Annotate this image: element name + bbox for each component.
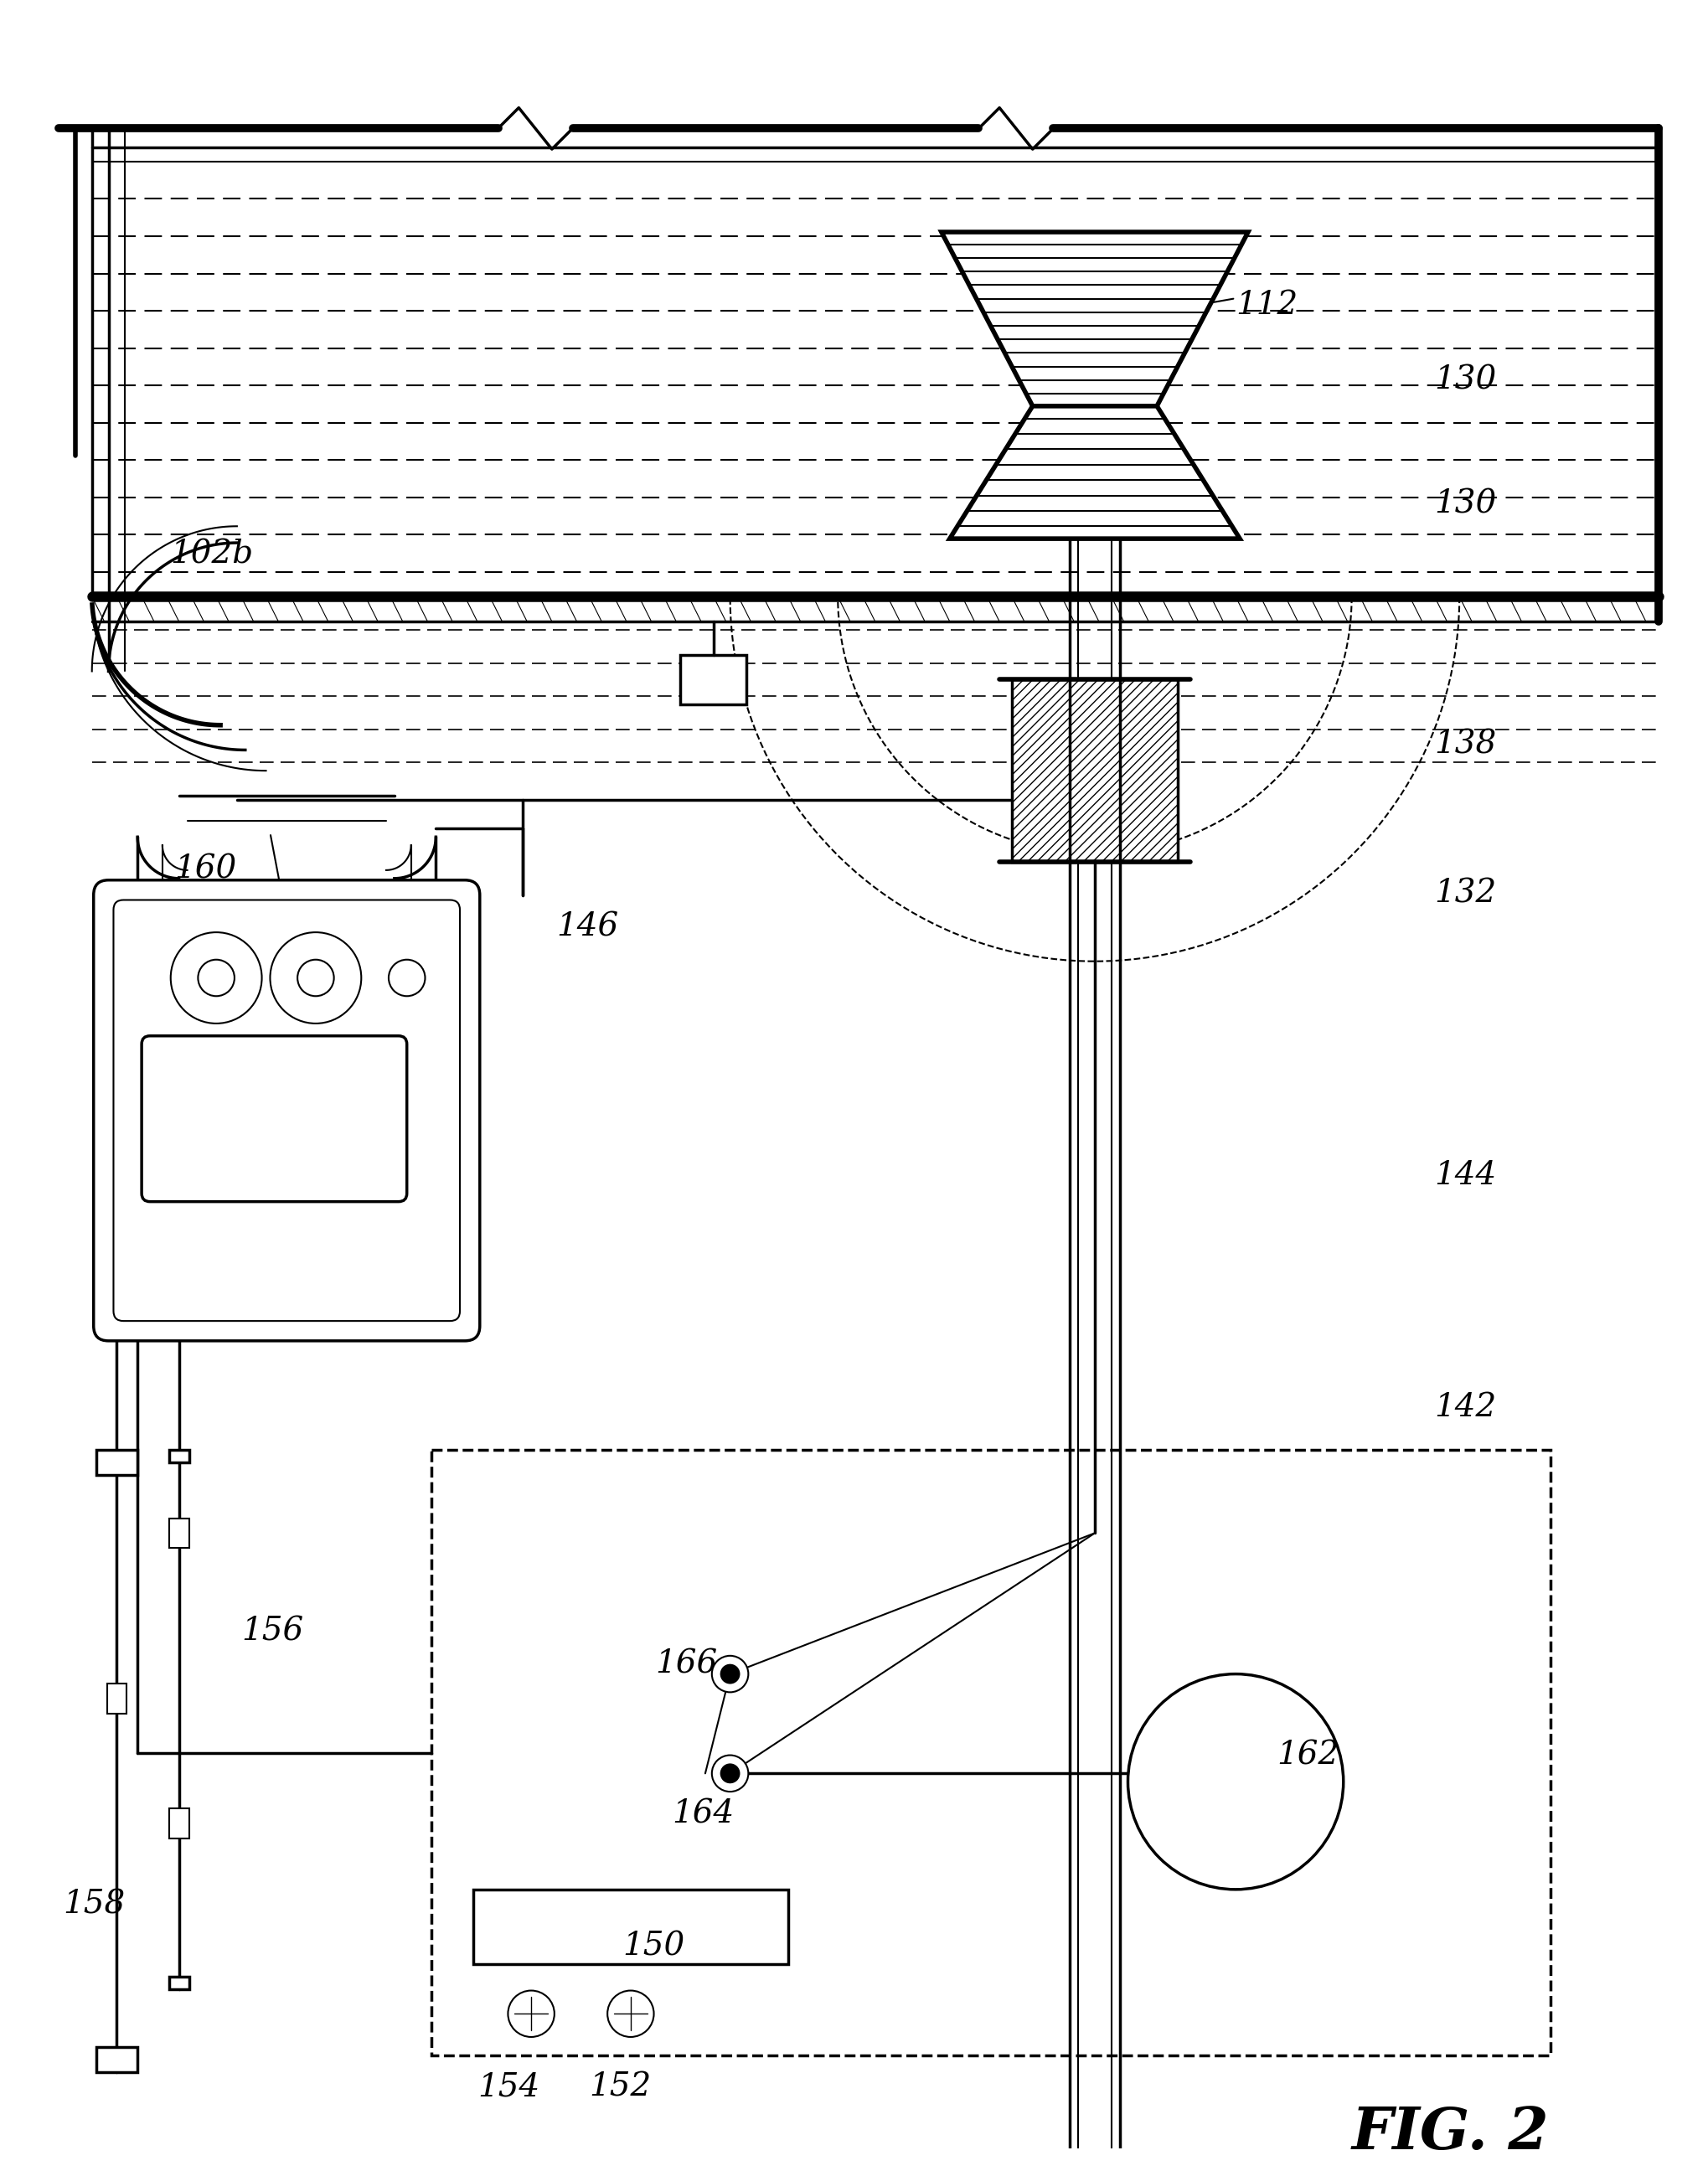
Circle shape: [389, 960, 425, 996]
Text: 150: 150: [622, 1930, 685, 1963]
Circle shape: [721, 1665, 740, 1683]
Text: 160: 160: [174, 853, 237, 884]
Bar: [680, 656, 746, 703]
Circle shape: [712, 1754, 748, 1791]
Bar: [96, 1450, 138, 1474]
Text: 142: 142: [1435, 1392, 1496, 1424]
Text: 162: 162: [1278, 1741, 1339, 1772]
Text: 138: 138: [1435, 729, 1496, 760]
Circle shape: [507, 1991, 555, 2036]
Text: 144: 144: [1435, 1159, 1496, 1192]
Bar: [169, 1518, 190, 1548]
FancyBboxPatch shape: [142, 1036, 407, 1201]
Bar: [108, 1685, 126, 1713]
Bar: [96, 2047, 138, 2071]
Text: 132: 132: [1435, 879, 1496, 910]
Text: 130: 130: [1435, 488, 1496, 519]
Text: FIG. 2: FIG. 2: [1351, 2106, 1549, 2162]
FancyBboxPatch shape: [113, 901, 459, 1320]
Circle shape: [712, 1656, 748, 1691]
Text: 112: 112: [1235, 291, 1298, 321]
Circle shape: [171, 931, 261, 1023]
Text: 166: 166: [656, 1650, 717, 1680]
FancyBboxPatch shape: [94, 879, 480, 1342]
Bar: [473, 1889, 787, 1965]
Circle shape: [721, 1765, 740, 1782]
Polygon shape: [941, 232, 1249, 406]
Circle shape: [608, 1991, 654, 2036]
Bar: [1011, 680, 1177, 862]
Text: 130: 130: [1435, 365, 1496, 395]
Polygon shape: [950, 406, 1240, 538]
Circle shape: [270, 931, 362, 1023]
Text: 152: 152: [589, 2071, 651, 2104]
Text: 156: 156: [241, 1615, 304, 1648]
Bar: [432, 1450, 1551, 2056]
Text: 102b: 102b: [171, 538, 254, 569]
Bar: [169, 1808, 190, 1839]
Bar: [169, 1450, 190, 1463]
Bar: [169, 1976, 190, 1989]
Text: 158: 158: [63, 1889, 125, 1921]
Text: 146: 146: [557, 912, 618, 942]
Circle shape: [198, 960, 234, 996]
Circle shape: [297, 960, 335, 996]
Circle shape: [1127, 1674, 1344, 1889]
Text: 164: 164: [671, 1798, 734, 1830]
Text: 154: 154: [477, 2071, 540, 2104]
